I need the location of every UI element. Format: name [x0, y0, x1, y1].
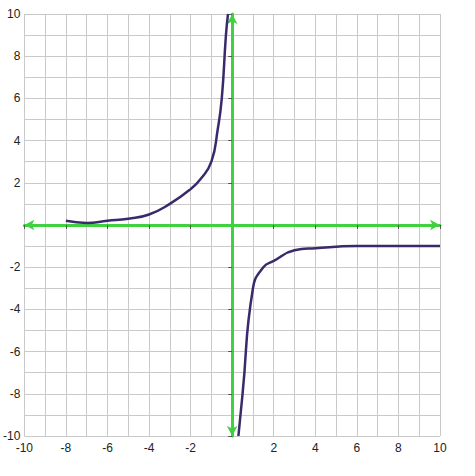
svg-text:6: 6: [14, 91, 21, 105]
svg-text:4: 4: [312, 441, 319, 455]
svg-text:8: 8: [395, 441, 402, 455]
svg-text:10: 10: [433, 441, 447, 455]
svg-text:4: 4: [14, 134, 21, 148]
svg-text:-6: -6: [10, 345, 21, 359]
svg-text:-8: -8: [61, 441, 72, 455]
svg-text:-10: -10: [16, 441, 34, 455]
svg-text:-4: -4: [10, 302, 21, 316]
svg-text:-8: -8: [10, 387, 21, 401]
svg-text:2: 2: [270, 441, 277, 455]
svg-text:8: 8: [14, 49, 21, 63]
svg-text:-6: -6: [102, 441, 113, 455]
svg-text:6: 6: [354, 441, 361, 455]
svg-text:-10: -10: [3, 429, 21, 443]
svg-text:2: 2: [14, 176, 21, 190]
svg-text:10: 10: [7, 7, 21, 21]
svg-text:-2: -2: [10, 260, 21, 274]
svg-text:-4: -4: [144, 441, 155, 455]
svg-text:-2: -2: [185, 441, 196, 455]
